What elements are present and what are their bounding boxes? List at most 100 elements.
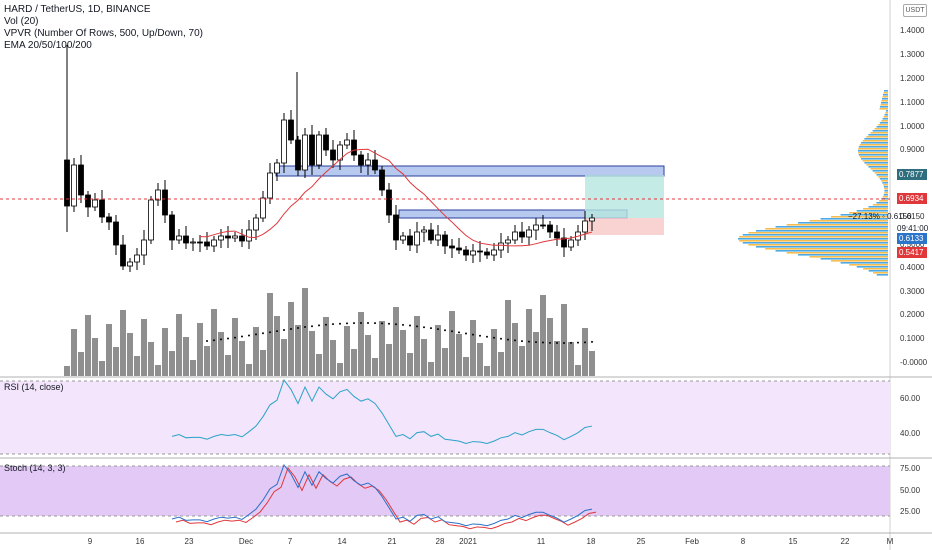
volume-bar [309,331,315,376]
vpvr-row [739,240,888,242]
candle-body [470,250,476,256]
rsi-title[interactable]: RSI (14, close) [4,382,64,392]
candle-body [505,239,511,244]
volume-bar [169,351,175,376]
time-tick: 8 [740,537,746,546]
volume-bar [568,342,574,376]
ema-indicator-label[interactable]: EMA 20/50/100/200 [4,40,92,51]
vpvr-row [882,196,888,198]
vpvr-row [870,168,888,170]
candle-body [71,164,77,207]
candles [64,45,595,272]
vpvr-row [786,224,888,226]
rsi-band [0,381,890,454]
volume-bar [316,354,322,376]
volume-indicator-label[interactable]: Vol (20) [4,16,39,27]
candle-body [365,159,371,166]
volume-bar [330,340,336,376]
vpvr-row [883,116,888,118]
vpvr-row [868,134,888,136]
volume-bar [323,317,329,376]
vpvr-row [840,262,888,264]
vpvr-row [881,102,888,104]
vpvr-row [868,270,888,272]
volume-ma-dot [521,340,523,343]
volume-bar [211,309,217,376]
volume-ma-dot [507,338,509,341]
volume-bar [540,295,546,376]
candle-body [225,235,231,239]
candle-body [533,224,539,231]
candle-body [253,217,259,231]
candle-body [512,231,518,241]
candle-body [92,199,98,208]
candle-body [134,254,140,263]
candle-body [316,134,322,166]
volume-bars [64,288,595,376]
candle-body [589,217,595,222]
candle-body [344,139,350,146]
volume-bar [120,310,126,376]
volume-bar [477,343,483,376]
candle-body [435,234,441,241]
volume-bar [295,325,301,376]
price-tick: 1.2000 [900,74,925,83]
volume-ma-dot [220,338,222,341]
candle-body [414,231,420,246]
vpvr-row [884,114,888,116]
vpvr-row [879,122,888,124]
vpvr-row [876,274,888,276]
candle-body [176,235,182,241]
volume-bar [393,307,399,376]
vpvr-row [879,108,888,110]
candle-body [183,235,189,244]
candle-body [582,220,588,233]
vpvr-row [756,230,888,232]
candle-body [449,245,455,249]
vpvr-indicator-label[interactable]: VPVR (Number Of Rows, 500, Up/Down, 70) [4,28,203,39]
volume-bar [505,300,511,376]
rsi-pane [0,378,890,455]
time-tick: 14 [337,537,347,546]
vpvr-row [858,150,888,152]
candle-body [99,199,105,218]
volume-ma-dot [360,322,362,325]
candle-body [148,199,154,241]
volume-bar [372,358,378,376]
candle-body [400,235,406,241]
candle-body [428,229,434,241]
time-tick: 2021 [459,537,477,546]
volume-bar [148,342,154,376]
candle-body [197,241,203,244]
volume-ma-dot [241,335,243,338]
volume-bar [561,304,567,376]
vpvr-row [831,216,888,218]
drawing-zones[interactable] [275,165,665,235]
vpvr-row [881,120,888,122]
vpvr-row [798,222,888,224]
stoch-tick: 75.00 [900,464,921,473]
volume-bar [456,334,462,376]
candle-body [141,239,147,256]
time-tick: 21 [387,537,397,546]
currency-button[interactable]: USDT [903,4,927,17]
countdown-timer: 09:41:00 [897,224,929,233]
stoch-title[interactable]: Stoch (14, 3, 3) [4,463,66,473]
volume-bar [106,324,112,376]
volume-bar [92,338,98,376]
price-tick: 1.0000 [900,122,925,131]
volume-bar [365,335,371,376]
volume-ma-dot [381,322,383,325]
candle-body [519,231,525,238]
vpvr-row [856,210,888,212]
vpvr-row [884,90,888,92]
volume-bar [302,288,308,376]
symbol-title[interactable]: HARD / TetherUS, 1D, BINANCE [4,4,151,15]
candle-body [211,239,217,247]
candle-body [484,251,490,256]
volume-ma-dot [549,341,551,344]
volume-bar [512,323,518,376]
candle-body [162,189,168,216]
candle-body [386,189,392,216]
